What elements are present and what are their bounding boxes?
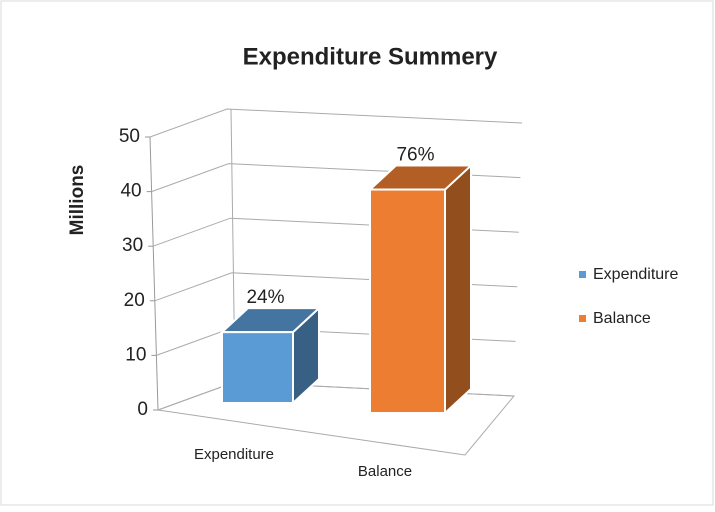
bar-side <box>444 163 472 416</box>
legend-label: Expenditure <box>593 266 678 283</box>
y-tick-label: 20 <box>124 290 145 311</box>
legend-swatch <box>579 315 586 322</box>
y-tick-label: 30 <box>122 235 143 256</box>
y-tick-label: 10 <box>125 344 146 365</box>
x-tick-label: Expenditure <box>194 446 274 463</box>
grid-line <box>149 108 523 138</box>
data-label: 76% <box>396 145 434 166</box>
y-tick-label: 40 <box>120 181 141 202</box>
legend-swatch <box>579 271 586 278</box>
y-axis <box>149 136 159 411</box>
x-tick-label: Balance <box>358 463 412 480</box>
bar <box>221 331 294 404</box>
legend-label: Balance <box>593 310 651 327</box>
y-tick-label: 50 <box>119 126 140 147</box>
bar <box>369 188 446 414</box>
y-tick-label: 0 <box>137 399 148 420</box>
chart-title: Expenditure Summery <box>243 43 498 70</box>
data-label: 24% <box>246 287 284 308</box>
y-axis-label: Millions <box>67 165 88 236</box>
